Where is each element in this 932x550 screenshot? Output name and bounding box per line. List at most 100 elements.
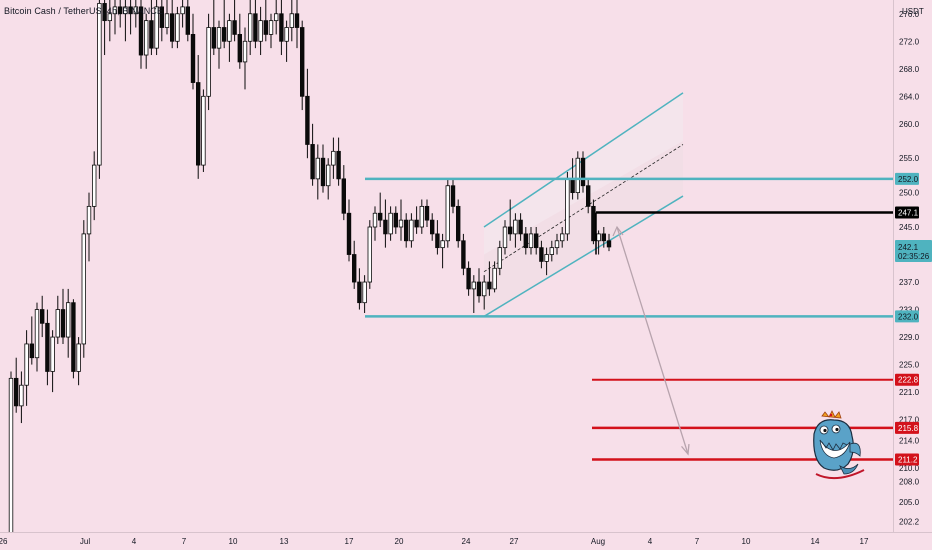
candle xyxy=(544,247,549,276)
time-tick-label: 17 xyxy=(860,537,869,546)
candle xyxy=(315,144,320,200)
candle-body-up xyxy=(502,226,508,249)
candle-body-down xyxy=(299,27,305,97)
candle-body-down xyxy=(185,6,190,35)
candle-body-down xyxy=(138,6,144,56)
candle-body-down xyxy=(221,27,227,42)
candle-body-down xyxy=(279,13,284,42)
time-tick-label: 20 xyxy=(395,537,404,546)
candle-body-up xyxy=(325,164,331,187)
price-badge-text: 215.8 xyxy=(898,424,919,433)
candle-body-down xyxy=(403,219,409,242)
candle-body-down xyxy=(320,157,326,187)
currency-label: USDT xyxy=(902,7,924,16)
candle-body-up xyxy=(258,20,263,42)
price-tick-label: 245.0 xyxy=(899,223,920,232)
candle-body-up xyxy=(92,164,97,207)
candle-body-up xyxy=(97,3,102,166)
candle-body-up xyxy=(34,309,40,359)
candle-body-down xyxy=(414,219,419,228)
projection-arrow-shaft xyxy=(616,226,689,455)
time-tick-label: 17 xyxy=(345,537,354,546)
candle-body-up xyxy=(81,233,86,345)
candle-body-down xyxy=(40,309,45,324)
candle-body-up xyxy=(8,377,14,537)
candle xyxy=(76,337,81,386)
candle-body-up xyxy=(481,281,487,297)
candle-body-down xyxy=(383,219,388,235)
candle xyxy=(549,240,554,262)
candle xyxy=(253,0,258,49)
price-badge-text: 211.2 xyxy=(898,456,918,465)
candle-body-down xyxy=(346,212,352,255)
candle xyxy=(429,213,435,241)
projection-arrow[interactable] xyxy=(612,225,690,456)
candle-body-down xyxy=(253,13,258,42)
candle-body-up xyxy=(242,40,248,63)
price-badge-text: 232.0 xyxy=(898,312,919,321)
candle xyxy=(232,0,237,42)
candle-body-up xyxy=(154,6,159,49)
candle xyxy=(237,13,242,69)
candle xyxy=(216,20,222,69)
candle xyxy=(502,220,508,255)
candle-body-up xyxy=(492,267,497,290)
candle xyxy=(143,13,149,69)
candle xyxy=(596,230,601,255)
candle xyxy=(351,240,357,289)
candle xyxy=(180,0,185,28)
candle-body-up xyxy=(560,233,565,242)
candle xyxy=(560,227,565,248)
price-badge: 252.0 xyxy=(895,172,919,185)
candle xyxy=(377,192,383,228)
candle-body-up xyxy=(497,247,502,269)
time-tick-label: 10 xyxy=(229,537,238,546)
candle-body-up xyxy=(66,302,71,338)
candle-body-down xyxy=(305,95,310,145)
candle xyxy=(580,151,586,193)
candle-body-down xyxy=(601,233,606,242)
channel-lower-line[interactable] xyxy=(483,195,684,318)
candle-body-down xyxy=(232,20,237,35)
projection-arrow-head xyxy=(681,443,690,456)
price-badge: 222.8 xyxy=(895,373,919,386)
price-badge: 215.8 xyxy=(895,421,919,434)
candle xyxy=(66,288,71,358)
candle-body-down xyxy=(461,240,466,269)
candle xyxy=(497,240,502,276)
candle xyxy=(29,316,34,365)
candle-body-down xyxy=(591,205,596,242)
candle-body-up xyxy=(284,27,289,42)
candle xyxy=(398,199,404,241)
candle-body-down xyxy=(429,219,435,235)
time-tick-label: 7 xyxy=(182,537,187,546)
channel-median-line[interactable] xyxy=(483,144,684,273)
price-tick-label: 205.0 xyxy=(899,498,920,507)
price-tick-label: 214.0 xyxy=(899,436,920,445)
candle xyxy=(211,0,216,56)
candle-body-down xyxy=(534,233,539,249)
candle xyxy=(445,178,450,248)
candle-body-down xyxy=(539,247,544,262)
price-tick-label: 202.2 xyxy=(899,517,920,526)
candle-body-down xyxy=(13,377,19,407)
candle xyxy=(268,13,274,49)
time-axis[interactable]: 26 Jul 4 7 10 13 17 20 24 27 Aug 4 7 10 14 17 xyxy=(0,532,932,550)
projection-arrow-tail-hook xyxy=(612,225,624,237)
candle xyxy=(440,233,445,269)
candle-body-down xyxy=(377,212,383,221)
candle-body-up xyxy=(55,309,60,338)
candle xyxy=(507,199,513,241)
candle xyxy=(606,233,612,252)
candle xyxy=(305,68,310,159)
candle xyxy=(414,206,419,234)
candle xyxy=(138,0,144,69)
candle-body-up xyxy=(164,13,170,28)
candle-body-up xyxy=(440,240,445,249)
candle xyxy=(102,0,107,56)
candle xyxy=(424,199,430,228)
candle-body-up xyxy=(398,219,404,228)
